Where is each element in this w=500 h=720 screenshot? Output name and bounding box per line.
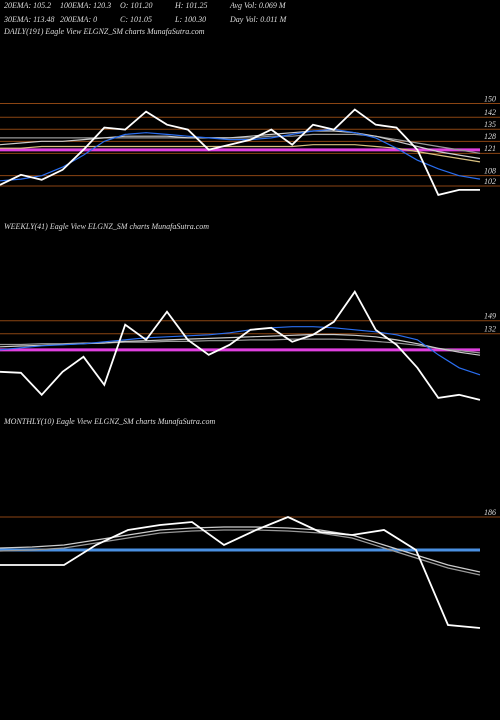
series-line <box>0 516 481 629</box>
header-stat: 20EMA: 105.2 <box>4 1 51 10</box>
y-tick-label: 135 <box>484 120 496 129</box>
y-tick-label: 150 <box>484 94 496 103</box>
series-line <box>0 133 481 154</box>
y-tick-label: 132 <box>484 325 496 334</box>
panel-title: DAILY(191) Eagle View ELGNZ_SM charts Mu… <box>3 27 205 36</box>
y-tick-label: 142 <box>484 108 496 117</box>
header-stat: 200EMA: 0 <box>60 15 97 24</box>
series-line <box>0 529 481 576</box>
header-stat: H: 101.25 <box>174 1 207 10</box>
y-tick-label: 121 <box>484 144 496 153</box>
y-tick-label: 186 <box>484 508 496 517</box>
header-stat: L: 100.30 <box>174 15 206 24</box>
series-line <box>0 144 481 163</box>
header-stat: Avg Vol: 0.069 M <box>229 1 287 10</box>
series-line <box>0 326 481 376</box>
header-stat: O: 101.20 <box>120 1 152 10</box>
y-tick-label: 108 <box>484 166 496 175</box>
header-stat: 30EMA: 113.48 <box>3 15 55 24</box>
panel-title: WEEKLY(41) Eagle View ELGNZ_SM charts Mu… <box>4 222 209 231</box>
series-line <box>0 289 481 401</box>
y-tick-label: 149 <box>484 312 496 321</box>
header-stat: C: 101.05 <box>120 15 152 24</box>
series-line <box>0 130 481 160</box>
y-tick-label: 102 <box>484 177 496 186</box>
header-stat: Day Vol: 0.011 M <box>229 15 288 24</box>
panel-title: MONTHLY(10) Eagle View ELGNZ_SM charts M… <box>3 417 215 426</box>
series-line <box>0 526 481 573</box>
series-line <box>0 338 481 354</box>
series-line <box>0 108 480 196</box>
header-stat: 100EMA: 120.3 <box>60 1 111 10</box>
y-tick-label: 128 <box>484 132 496 141</box>
series-line <box>0 128 481 182</box>
